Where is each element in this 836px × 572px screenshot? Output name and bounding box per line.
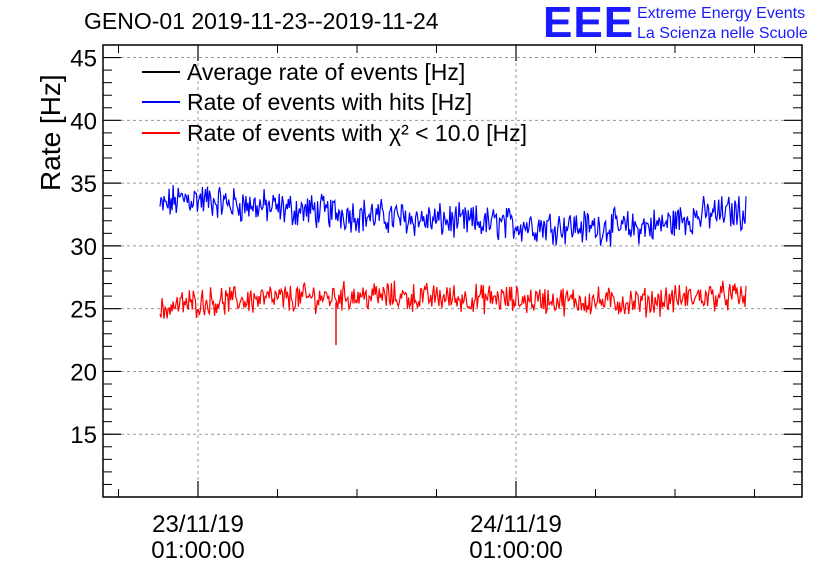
y-tick-label: 40 [70,108,97,135]
legend-label-1: Rate of events with hits [Hz] [187,89,472,115]
series-chi2-line [159,280,747,319]
legend-label-0: Average rate of events [Hz] [187,59,465,85]
logo-line-1: Extreme Energy Events [637,5,806,22]
logo-line-2: La Scienza nelle Scuole [637,25,808,42]
y-tick-label: 15 [70,422,97,449]
y-tick-label: 30 [70,234,97,261]
x-tick-label-date: 24/11/19 [470,511,562,538]
y-tick-label: 20 [70,359,97,386]
eee-logo-text: Extreme Energy Events La Scienza nelle S… [637,4,808,44]
chart-title: GENO-01 2019-11-23--2019-11-24 [84,8,439,34]
eee-logo: EEE [543,0,635,47]
legend-label-2: Rate of events with χ² < 10.0 [Hz] [187,120,527,146]
x-tick-label-time: 01:00:00 [151,537,244,564]
y-tick-label: 35 [70,171,97,198]
x-tick-label-date: 23/11/19 [152,511,244,538]
y-tick-label: 25 [70,297,97,324]
y-tick-label: 45 [70,46,97,73]
x-tick-label-time: 01:00:00 [469,537,562,564]
series-hits-line [159,185,747,247]
